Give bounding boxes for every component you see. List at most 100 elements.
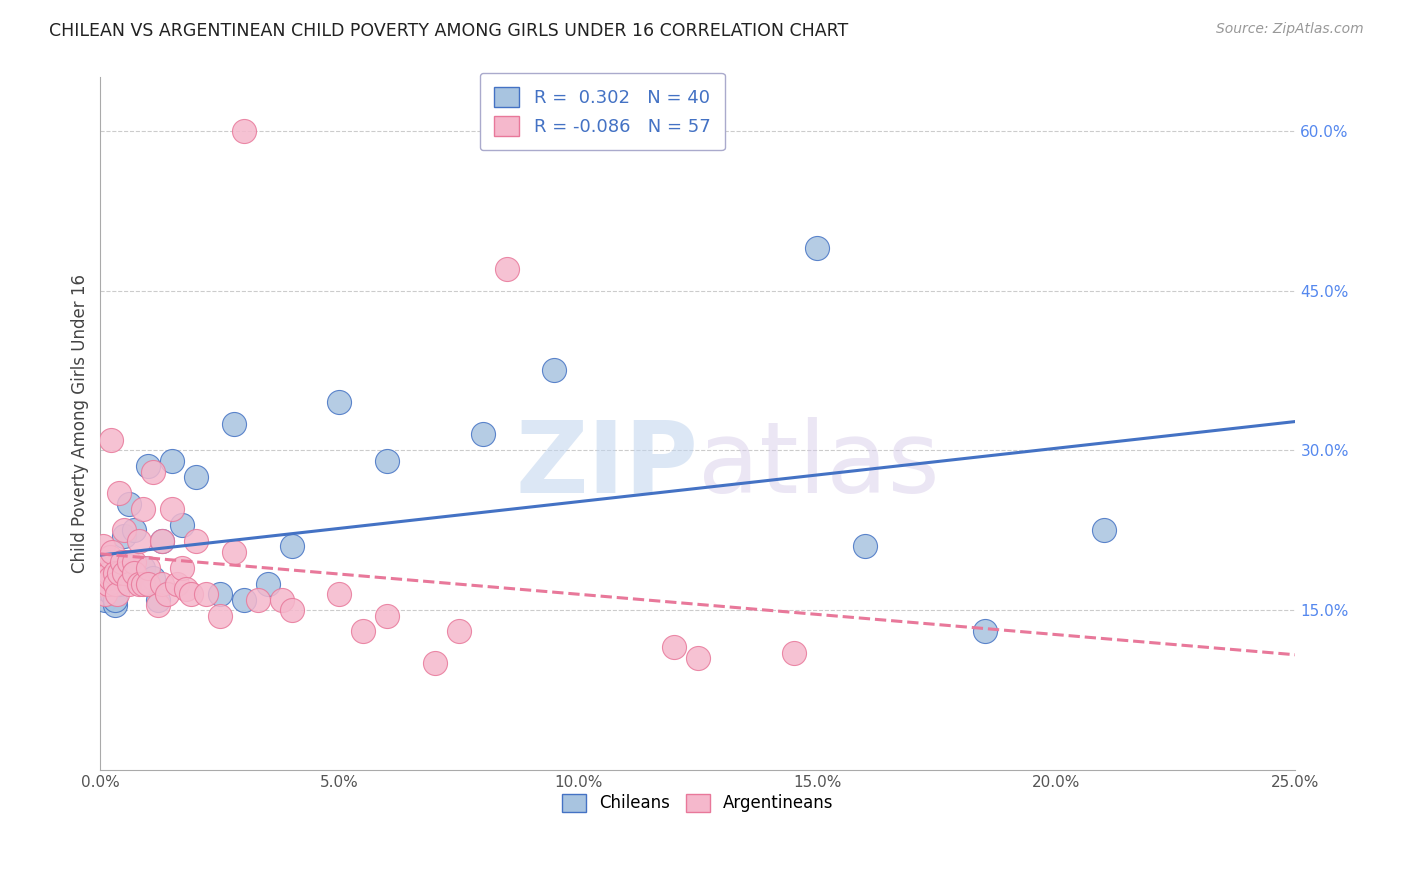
Point (101, 544, 124, 558)
Point (128, 576, 150, 591)
Point (782, 646, 804, 660)
Point (91, 539, 114, 553)
Point (256, 576, 278, 591)
Point (180, 587, 202, 601)
Point (98, 571, 121, 585)
Point (111, 555, 134, 569)
Point (662, 640, 685, 655)
Point (96, 576, 118, 591)
Point (166, 576, 188, 591)
Point (93, 576, 115, 591)
Point (152, 533, 174, 548)
Point (97, 566, 120, 580)
Point (105, 571, 128, 585)
Point (111, 571, 134, 585)
Point (94, 587, 117, 601)
Point (132, 576, 155, 591)
Point (108, 576, 131, 591)
Point (101, 587, 124, 601)
Point (146, 592, 169, 607)
Legend: Chileans, Argentineans: Chileans, Argentineans (551, 782, 845, 824)
Point (94, 592, 117, 607)
Point (543, 363, 565, 377)
Point (1092, 523, 1115, 537)
Point (136, 576, 159, 591)
Point (247, 592, 270, 607)
Point (128, 533, 150, 548)
Point (328, 395, 350, 409)
Point (118, 576, 141, 591)
Point (447, 624, 470, 639)
Point (194, 587, 217, 601)
Point (112, 523, 135, 537)
Point (495, 262, 517, 277)
Point (118, 555, 141, 569)
Point (160, 502, 183, 516)
Point (142, 571, 165, 585)
Point (152, 533, 174, 548)
Point (232, 124, 254, 138)
Point (271, 592, 294, 607)
Text: ZIP: ZIP (515, 417, 697, 514)
Point (132, 560, 155, 574)
Point (375, 454, 398, 468)
Point (108, 566, 131, 580)
Point (104, 576, 127, 591)
Point (118, 497, 141, 511)
Point (224, 417, 246, 431)
Point (94, 555, 117, 569)
Point (108, 486, 131, 500)
Text: atlas: atlas (697, 417, 939, 514)
Point (208, 587, 231, 601)
Point (352, 624, 374, 639)
Point (90, 571, 112, 585)
Point (136, 560, 159, 574)
Point (122, 555, 145, 569)
Point (104, 598, 127, 612)
Point (170, 560, 193, 574)
Point (232, 592, 254, 607)
Point (96, 576, 118, 591)
Point (122, 566, 145, 580)
Point (280, 539, 302, 553)
Point (152, 576, 174, 591)
Point (423, 657, 446, 671)
Point (146, 598, 169, 612)
Point (100, 433, 122, 447)
Point (156, 587, 179, 601)
Point (375, 608, 398, 623)
Point (471, 427, 494, 442)
Y-axis label: Child Poverty Among Girls Under 16: Child Poverty Among Girls Under 16 (72, 274, 89, 574)
Point (224, 544, 246, 558)
Point (128, 571, 150, 585)
Point (170, 517, 193, 532)
Point (104, 566, 127, 580)
Point (112, 566, 135, 580)
Point (100, 576, 122, 591)
Point (184, 533, 207, 548)
Text: CHILEAN VS ARGENTINEAN CHILD POVERTY AMONG GIRLS UNDER 16 CORRELATION CHART: CHILEAN VS ARGENTINEAN CHILD POVERTY AMO… (49, 22, 848, 40)
Point (208, 608, 231, 623)
Point (328, 587, 350, 601)
Point (122, 523, 145, 537)
Point (98, 549, 121, 564)
Point (91, 566, 114, 580)
Point (142, 465, 165, 479)
Point (104, 592, 127, 607)
Point (112, 555, 135, 569)
Point (280, 603, 302, 617)
Point (105, 587, 128, 601)
Point (973, 624, 995, 639)
Text: Source: ZipAtlas.com: Source: ZipAtlas.com (1216, 22, 1364, 37)
Point (160, 454, 183, 468)
Point (94, 566, 117, 580)
Point (184, 470, 207, 484)
Point (132, 502, 155, 516)
Point (94, 582, 117, 596)
Point (686, 651, 709, 665)
Point (806, 241, 828, 255)
Point (136, 459, 159, 474)
Point (108, 566, 131, 580)
Point (98, 571, 121, 585)
Point (112, 528, 135, 542)
